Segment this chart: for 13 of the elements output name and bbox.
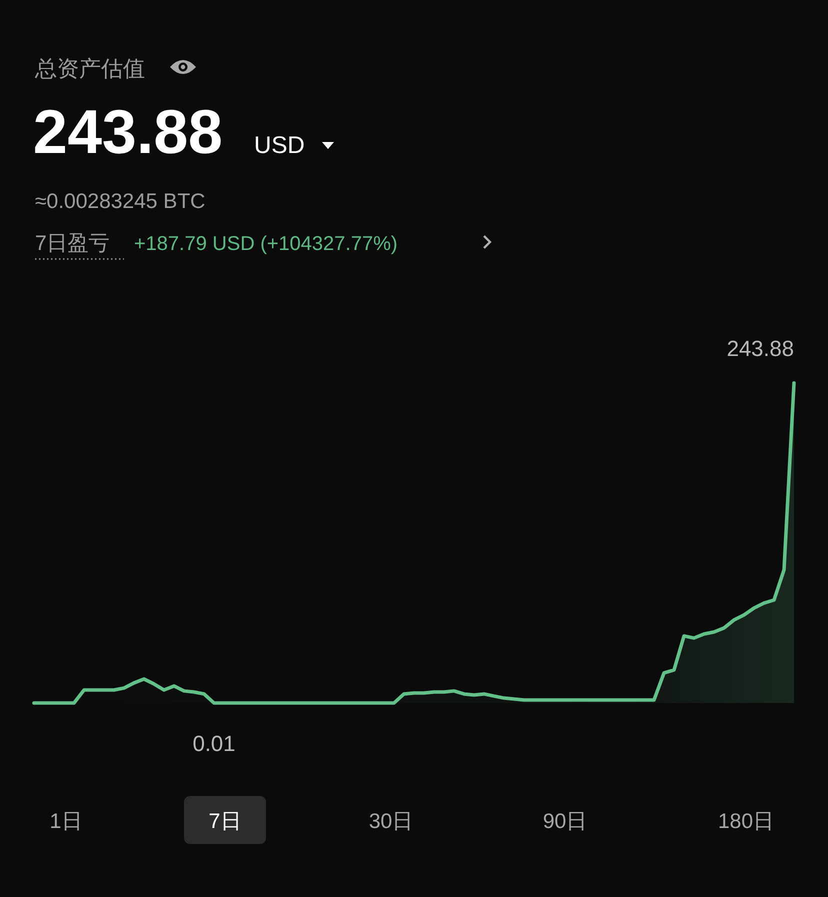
text: 180日: [718, 810, 774, 833]
text: 1日: [50, 810, 82, 833]
text: ≈0.00283245 BTC: [35, 190, 206, 213]
data-label: 243.88: [726, 336, 794, 361]
text: 7日: [208, 810, 242, 833]
text: 90日: [542, 810, 588, 833]
subtitle: 243.88: [33, 98, 223, 167]
text: USD: [254, 132, 305, 159]
data-label: 0.01: [192, 731, 236, 756]
text: 7日盈亏: [35, 232, 110, 255]
text: +187.79 USD (+104327.77%): [134, 233, 398, 255]
title: 总资产估值: [35, 56, 145, 81]
text: 30日: [368, 810, 414, 833]
